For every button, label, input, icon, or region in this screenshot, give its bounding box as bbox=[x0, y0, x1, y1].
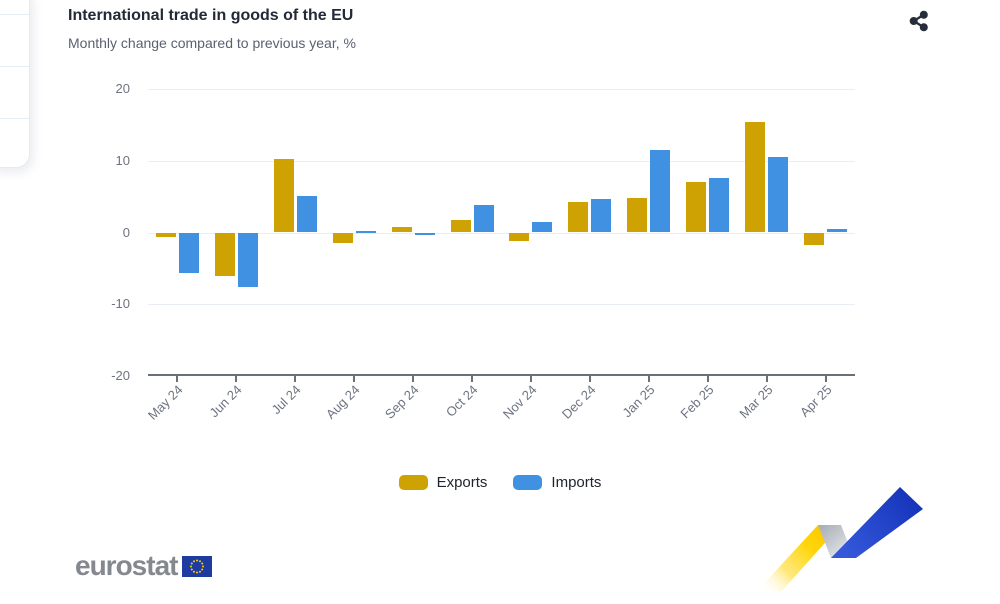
x-tick bbox=[647, 376, 650, 382]
card-divider bbox=[0, 66, 29, 67]
bar-exports-Jun-24[interactable] bbox=[214, 232, 235, 276]
legend-item-imports[interactable]: Imports bbox=[513, 474, 601, 491]
bar-exports-Oct-24[interactable] bbox=[450, 220, 471, 233]
bar-imports-Oct-24[interactable] bbox=[473, 205, 494, 233]
y-tick-label: -20 bbox=[111, 368, 130, 383]
bar-exports-Nov-24[interactable] bbox=[509, 232, 530, 242]
left-sidebar-cards[interactable] bbox=[0, 0, 30, 168]
x-tick bbox=[765, 376, 768, 382]
y-tick-label: 20 bbox=[115, 81, 130, 96]
bar-imports-Mar-25[interactable] bbox=[768, 157, 789, 233]
x-tick bbox=[176, 376, 179, 382]
page-title: International trade in goods of the EU bbox=[68, 7, 354, 24]
y-tick-label: -10 bbox=[111, 296, 130, 312]
bar-exports-Sep-24[interactable] bbox=[391, 226, 412, 233]
bar-exports-May-24[interactable] bbox=[155, 232, 176, 237]
card-divider bbox=[0, 14, 29, 15]
plot-area bbox=[148, 89, 855, 382]
bar-exports-Dec-24[interactable] bbox=[568, 202, 589, 233]
bar-imports-Sep-24[interactable] bbox=[414, 232, 435, 235]
x-tick bbox=[588, 376, 591, 382]
eurostat-wordmark: eurostat bbox=[75, 550, 178, 581]
bar-exports-Feb-25[interactable] bbox=[686, 182, 707, 233]
legend-item-exports[interactable]: Exports bbox=[398, 474, 488, 491]
x-tick bbox=[706, 376, 709, 382]
chart-legend: Exports Imports bbox=[0, 474, 1000, 491]
y-tick-label: 10 bbox=[115, 152, 130, 168]
page-subtitle: Monthly change compared to previous year… bbox=[68, 35, 356, 51]
bar-imports-Nov-24[interactable] bbox=[532, 222, 553, 233]
legend-label: Imports bbox=[551, 474, 602, 491]
bar-imports-Jan-25[interactable] bbox=[650, 149, 671, 233]
gridline--10 bbox=[148, 304, 855, 306]
legend-label: Exports bbox=[436, 474, 488, 491]
legend-swatch-exports bbox=[398, 475, 428, 490]
bar-exports-Jul-24[interactable] bbox=[273, 159, 294, 233]
share-button[interactable] bbox=[903, 7, 933, 37]
ribbon-decoration bbox=[750, 480, 1000, 604]
legend-swatch-imports bbox=[513, 475, 543, 490]
bar-imports-Jun-24[interactable] bbox=[237, 232, 258, 288]
y-tick-label: 0 bbox=[122, 224, 130, 240]
x-tick bbox=[824, 376, 827, 382]
gridline-20 bbox=[148, 89, 855, 90]
bar-imports-May-24[interactable] bbox=[178, 232, 199, 273]
gridline-10 bbox=[148, 160, 855, 162]
gridline-0 bbox=[148, 232, 855, 234]
bar-exports-Aug-24[interactable] bbox=[332, 232, 353, 243]
card-divider bbox=[0, 118, 29, 119]
bar-exports-Jan-25[interactable] bbox=[627, 198, 648, 233]
share-icon bbox=[906, 8, 931, 36]
bar-imports-Jul-24[interactable] bbox=[296, 195, 317, 233]
bar-imports-Apr-25[interactable] bbox=[827, 228, 848, 233]
x-tick bbox=[529, 376, 532, 382]
x-tick bbox=[294, 376, 297, 382]
bar-imports-Feb-25[interactable] bbox=[709, 177, 730, 233]
x-tick bbox=[235, 376, 238, 382]
bar-exports-Mar-25[interactable] bbox=[745, 122, 766, 233]
x-tick bbox=[412, 376, 415, 382]
eu-flag-icon bbox=[182, 555, 213, 577]
eurostat-logo: eurostat bbox=[75, 550, 213, 582]
bar-imports-Dec-24[interactable] bbox=[591, 198, 612, 233]
bar-imports-Aug-24[interactable] bbox=[355, 230, 376, 233]
x-tick bbox=[353, 376, 356, 382]
x-tick bbox=[471, 376, 474, 382]
bar-exports-Apr-25[interactable] bbox=[804, 232, 825, 246]
